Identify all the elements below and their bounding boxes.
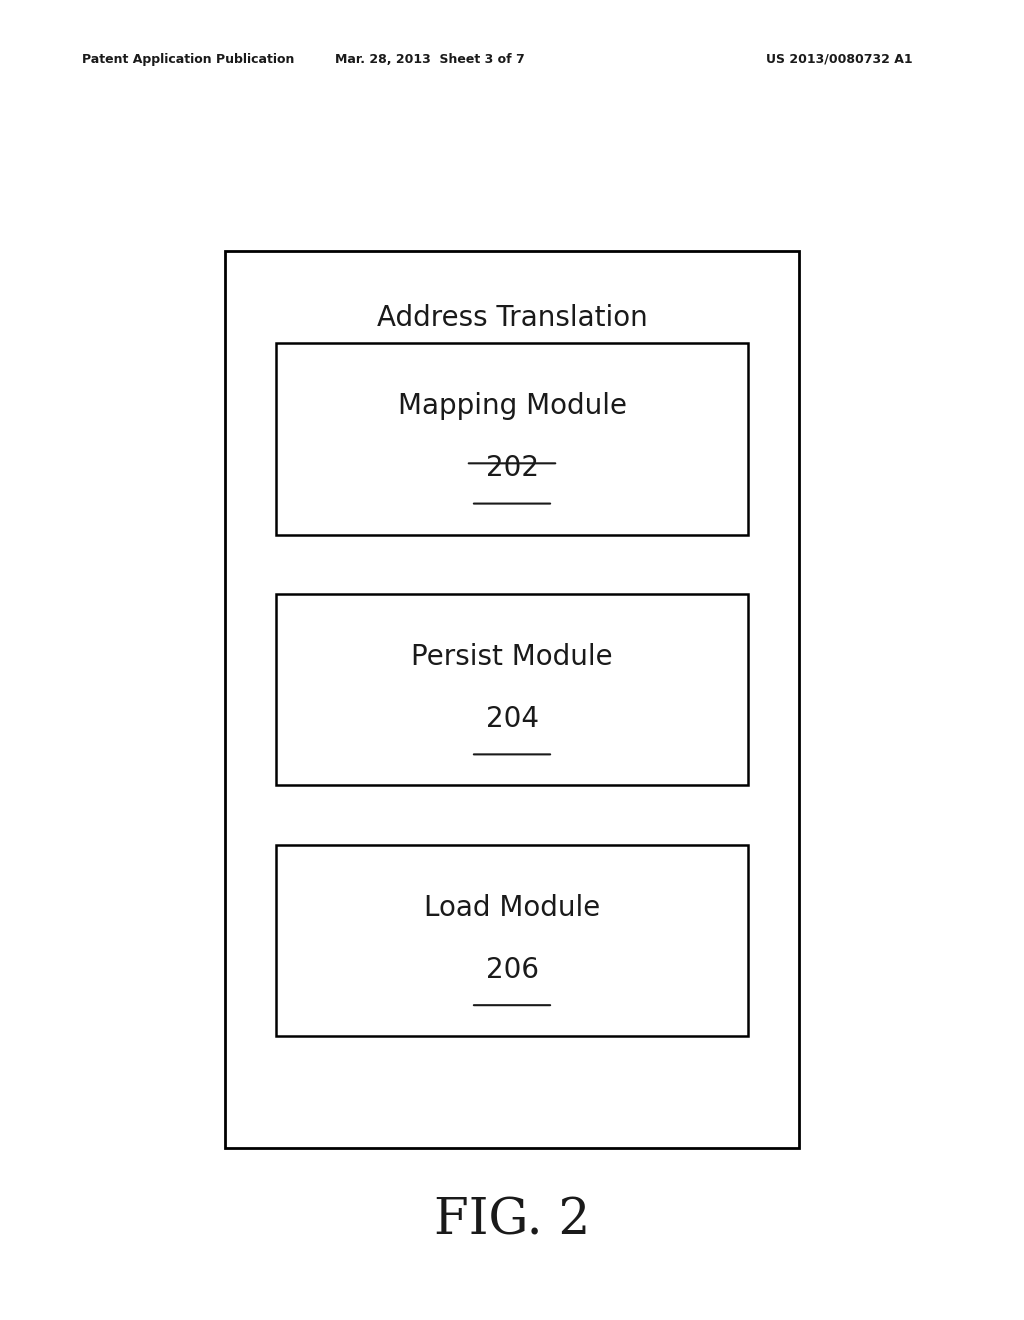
Text: Module: Module (462, 363, 562, 391)
Text: US 2013/0080732 A1: US 2013/0080732 A1 (766, 53, 913, 66)
Text: Load Module: Load Module (424, 894, 600, 921)
Text: Mapping Module: Mapping Module (397, 392, 627, 420)
Text: 150: 150 (485, 420, 539, 447)
Text: 204: 204 (485, 705, 539, 733)
Text: 206: 206 (485, 956, 539, 983)
Text: Mar. 28, 2013  Sheet 3 of 7: Mar. 28, 2013 Sheet 3 of 7 (335, 53, 525, 66)
Bar (276, 845, 748, 1036)
Bar (276, 343, 748, 535)
Text: Patent Application Publication: Patent Application Publication (82, 53, 294, 66)
Text: FIG. 2: FIG. 2 (434, 1196, 590, 1246)
Text: 202: 202 (485, 454, 539, 482)
Bar (225, 251, 799, 1148)
Bar (276, 594, 748, 785)
Text: Address Translation: Address Translation (377, 304, 647, 331)
Text: Persist Module: Persist Module (412, 643, 612, 671)
